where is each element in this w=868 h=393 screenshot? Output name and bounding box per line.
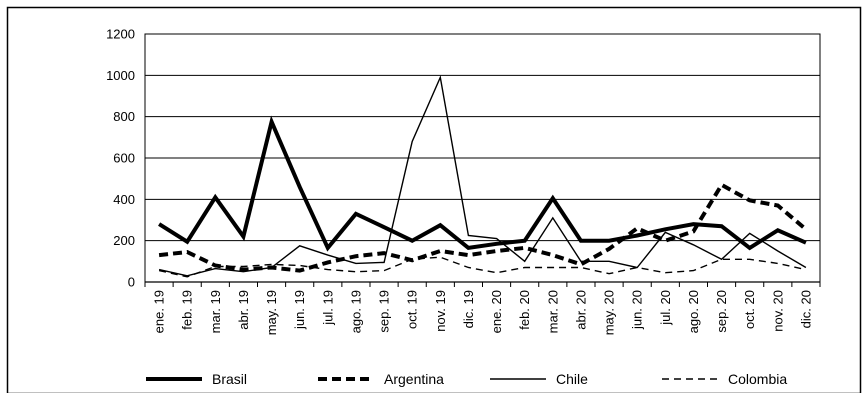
series-line-chile: [158, 75, 807, 277]
axes: 0 200 400 600 800 1000 1200 ene. 19 feb. 19 mar. …: [106, 27, 821, 335]
y-tick-label: 200: [113, 233, 135, 248]
x-tick-label: sep. 19: [377, 290, 392, 333]
x-tick-label: mar. 20: [545, 290, 560, 333]
legend-label-brasil: Brasil: [212, 371, 247, 387]
x-tick-label: abr. 19: [236, 290, 251, 330]
x-tick-label: sep. 20: [714, 290, 729, 333]
x-tick-label: ago. 19: [348, 290, 363, 333]
series-line-brasil: [158, 115, 807, 252]
legend-label-chile: Chile: [556, 371, 588, 387]
x-tick-label: jun. 19: [292, 290, 307, 330]
y-tick-label: 800: [113, 109, 135, 124]
outer-frame: [6, 6, 862, 393]
legend-label-argentina: Argentina: [384, 371, 444, 387]
x-tick-label: abr. 20: [573, 290, 588, 330]
x-tick-label: oct. 19: [405, 290, 420, 329]
y-tick-label: 0: [128, 275, 135, 290]
series-lines: [158, 75, 808, 278]
y-tick-label: 400: [113, 192, 135, 207]
x-tick-label: nov. 19: [433, 290, 448, 332]
x-tick-label: jul. 20: [658, 290, 673, 326]
series-line-colombia: [158, 256, 807, 278]
x-tick-label: dic. 20: [798, 290, 813, 328]
y-tick-label: 600: [113, 151, 135, 166]
x-tick-label: feb. 20: [517, 290, 532, 330]
x-tick-label: jul. 19: [320, 290, 335, 326]
x-tick-label: feb. 19: [180, 290, 195, 330]
x-tick-label: jun. 20: [630, 290, 645, 330]
x-tick-label: nov. 20: [770, 290, 785, 332]
y-tick-label: 1000: [106, 68, 135, 83]
x-tick-label: may. 19: [264, 290, 279, 335]
x-tick-label: ene. 20: [489, 290, 504, 333]
x-tick-label: dic. 19: [461, 290, 476, 328]
x-tick-label: may. 20: [602, 290, 617, 335]
x-tick-label: ago. 20: [686, 290, 701, 333]
legend-label-colombia: Colombia: [728, 371, 787, 387]
x-tick-label: mar. 19: [208, 290, 223, 333]
legend: Brasil Argentina Chile Colombia: [146, 371, 787, 387]
x-tick-label: ene. 19: [152, 290, 167, 333]
x-tick-label: oct. 20: [742, 290, 757, 329]
y-tick-label: 1200: [106, 27, 135, 42]
